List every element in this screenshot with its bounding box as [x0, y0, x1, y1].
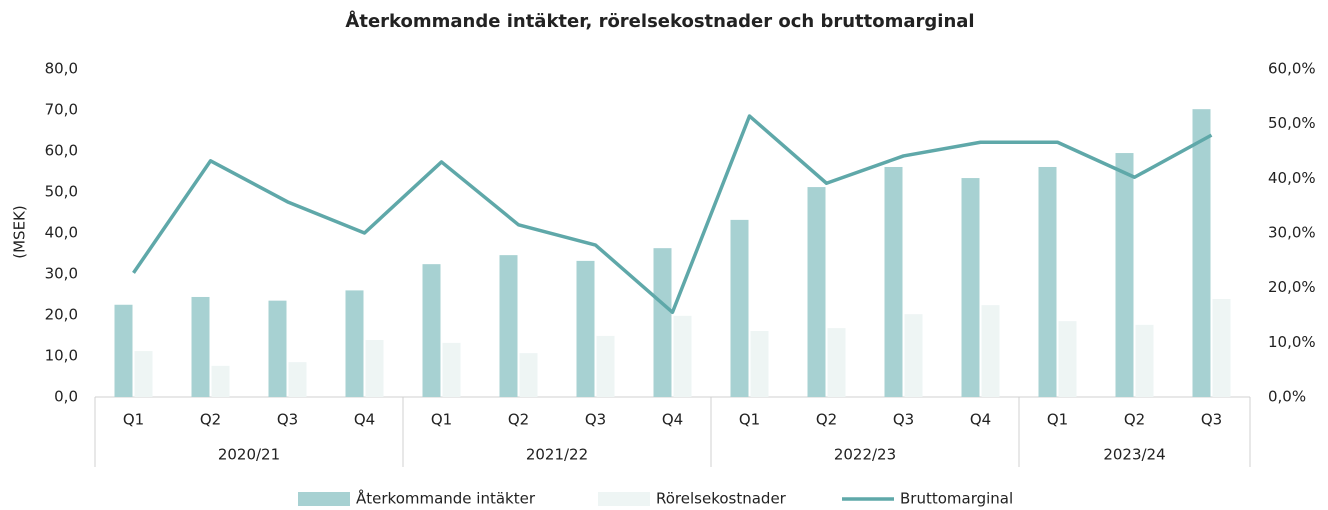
x-tick-label: Q3: [1201, 411, 1222, 429]
bar: [114, 304, 133, 397]
bar: [422, 264, 441, 397]
bar: [884, 166, 903, 397]
x-tick-label: Q4: [354, 411, 375, 429]
x-tick-label: Q2: [816, 411, 837, 429]
y2-tick-label: 10,0%: [1268, 333, 1316, 351]
legend-swatch: [598, 492, 650, 506]
bar: [596, 335, 615, 397]
x-tick-label: Q3: [277, 411, 298, 429]
bar: [827, 328, 846, 397]
bar: [653, 248, 672, 397]
y2-tick-label: 60,0%: [1268, 60, 1316, 78]
bar: [576, 260, 595, 397]
y-tick-label: 60,0: [45, 142, 78, 160]
bar: [807, 187, 826, 397]
y-tick-label: 0,0: [54, 388, 78, 406]
y-tick-label: 10,0: [45, 347, 78, 365]
y2-tick-label: 40,0%: [1268, 169, 1316, 187]
y2-tick-label: 0,0%: [1268, 388, 1306, 406]
bar: [345, 290, 364, 397]
bar: [1135, 324, 1154, 397]
bar: [191, 296, 210, 397]
legend-label: Rörelsekostnader: [656, 490, 787, 508]
bar: [442, 342, 461, 397]
bar: [1115, 153, 1134, 397]
y-tick-label: 50,0: [45, 183, 78, 201]
chart-title: Återkommande intäkter, rörelsekostnader …: [345, 9, 974, 32]
x-tick-label: Q1: [431, 411, 452, 429]
bar: [499, 255, 518, 397]
y2-tick-label: 20,0%: [1268, 278, 1316, 296]
x-group-label: 2022/23: [834, 446, 896, 464]
bar: [134, 351, 153, 397]
y-tick-label: 30,0: [45, 265, 78, 283]
bar: [519, 353, 538, 397]
y-axis-label: (MSEK): [11, 205, 29, 258]
bar: [288, 362, 307, 397]
y-tick-label: 20,0: [45, 306, 78, 324]
legend-label: Återkommande intäkter: [356, 489, 536, 508]
bar: [268, 300, 287, 397]
x-tick-label: Q2: [508, 411, 529, 429]
bar: [750, 330, 769, 397]
y-tick-label: 40,0: [45, 224, 78, 242]
bar: [904, 314, 923, 397]
bar: [981, 305, 1000, 397]
x-tick-label: Q2: [200, 411, 221, 429]
bar: [673, 315, 692, 397]
bar: [365, 340, 384, 397]
line-series: [132, 114, 1213, 315]
x-tick-label: Q1: [123, 411, 144, 429]
x-tick-label: Q1: [1047, 411, 1068, 429]
legend-swatch: [298, 492, 350, 506]
bar: [1038, 166, 1057, 397]
bar: [961, 178, 980, 397]
y-tick-label: 80,0: [45, 60, 78, 78]
legend-label: Bruttomarginal: [900, 490, 1013, 508]
y-tick-label: 70,0: [45, 101, 78, 119]
x-group-label: 2023/24: [1103, 446, 1165, 464]
x-tick-label: Q4: [970, 411, 991, 429]
x-tick-label: Q2: [1124, 411, 1145, 429]
y2-tick-label: 50,0%: [1268, 114, 1316, 132]
x-tick-label: Q4: [662, 411, 683, 429]
bar: [211, 365, 230, 397]
x-tick-label: Q3: [585, 411, 606, 429]
x-group-label: 2021/22: [526, 446, 588, 464]
bar: [1192, 109, 1211, 398]
x-tick-label: Q1: [739, 411, 760, 429]
bar: [1058, 321, 1077, 397]
bar: [730, 219, 749, 397]
y2-tick-label: 30,0%: [1268, 224, 1316, 242]
x-group-label: 2020/21: [218, 446, 280, 464]
x-tick-label: Q3: [893, 411, 914, 429]
bar: [1212, 299, 1231, 397]
